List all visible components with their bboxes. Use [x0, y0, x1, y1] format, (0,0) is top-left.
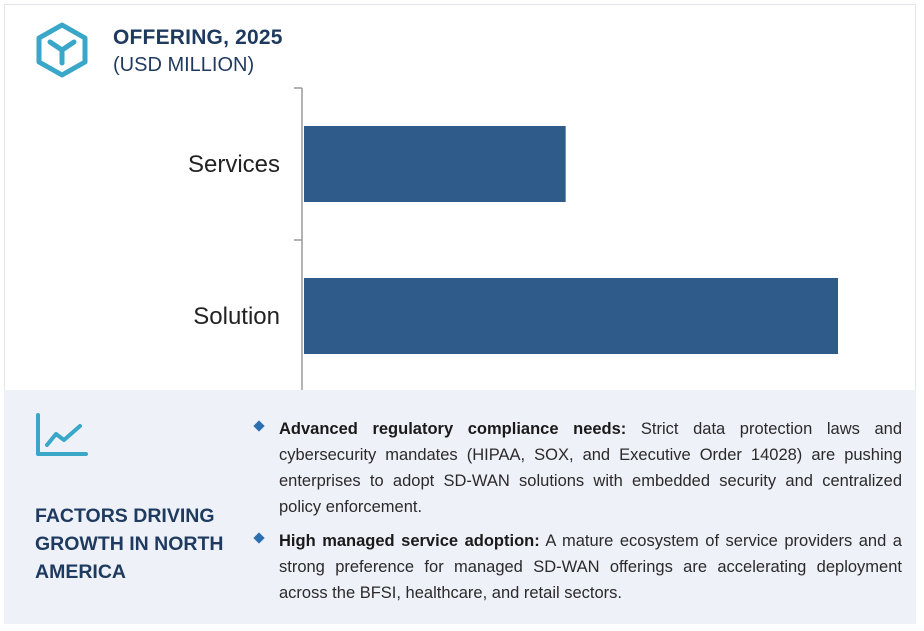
chart-title: OFFERING, 2025 — [113, 26, 283, 49]
diamond-bullet-icon — [253, 532, 265, 544]
factors-list: Advanced regulatory compliance needs: St… — [250, 416, 902, 614]
factors-title: FACTORS DRIVING GROWTH IN NORTH AMERICA — [35, 505, 224, 583]
category-label-solution: Solution — [193, 303, 280, 330]
cube-icon — [36, 22, 88, 78]
line-chart-icon — [36, 413, 88, 456]
bar-services — [304, 126, 566, 202]
factor-heading: High managed service adoption: — [279, 532, 540, 550]
factor-text: A mature ecosystem of service providers … — [279, 532, 902, 602]
factor-text: Strict data protection laws and cybersec… — [279, 420, 902, 516]
bar-chart: Services Solution — [188, 87, 838, 393]
factor-item: High managed service adoption: A mature … — [250, 528, 902, 606]
category-label-services: Services — [188, 151, 280, 178]
factor-item: Advanced regulatory compliance needs: St… — [250, 416, 902, 520]
chart-subtitle: (USD MILLION) — [113, 54, 255, 76]
factors-panel: FACTORS DRIVING GROWTH IN NORTH AMERICA … — [4, 390, 916, 624]
diamond-bullet-icon — [253, 420, 265, 432]
factor-heading: Advanced regulatory compliance needs: — [279, 420, 627, 438]
bar-solution — [304, 278, 838, 354]
